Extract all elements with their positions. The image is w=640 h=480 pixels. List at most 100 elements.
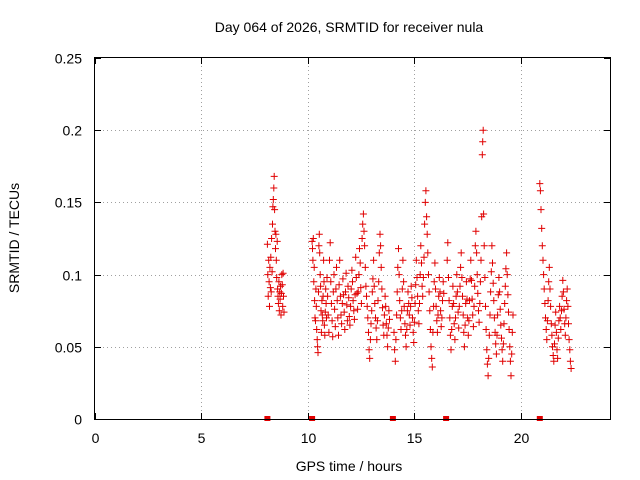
x-axis-label: GPS time / hours <box>296 458 403 474</box>
data-point <box>350 307 358 315</box>
data-point <box>508 328 516 336</box>
data-point <box>316 271 324 279</box>
y-axis-label: SRMTID / TECUs <box>6 183 22 293</box>
data-point <box>371 300 379 307</box>
data-point <box>328 317 336 325</box>
data-point <box>427 343 435 351</box>
data-point <box>334 314 342 322</box>
chart-title: Day 064 of 2026, SRMTID for receiver nul… <box>215 19 484 35</box>
data-point <box>405 311 413 319</box>
data-point <box>480 210 488 218</box>
data-point <box>479 126 487 134</box>
data-point <box>489 279 497 287</box>
data-point <box>271 206 279 214</box>
data-point <box>359 210 367 218</box>
data-point <box>333 297 341 305</box>
data-point <box>409 328 417 336</box>
data-point <box>271 227 279 235</box>
data-point <box>400 278 408 286</box>
data-point <box>542 326 550 333</box>
data-point <box>336 256 344 264</box>
data-point <box>353 289 361 297</box>
data-point <box>396 314 404 322</box>
data-point <box>498 334 505 342</box>
data-point <box>466 275 474 283</box>
data-point <box>402 331 409 339</box>
data-point <box>499 357 507 365</box>
data-point <box>374 297 382 305</box>
data-point <box>485 354 493 362</box>
data-point <box>500 320 508 328</box>
data-point <box>331 323 339 331</box>
data-point <box>420 253 428 261</box>
data-point <box>504 291 512 299</box>
data-point <box>370 282 378 290</box>
data-point <box>354 288 362 296</box>
data-point <box>354 305 362 313</box>
data-point <box>452 292 460 300</box>
data-point <box>311 297 319 305</box>
data-point <box>492 340 500 348</box>
data-point <box>540 271 548 279</box>
data-point <box>547 302 555 310</box>
x-tick-label: 5 <box>198 430 206 446</box>
data-point <box>367 320 375 328</box>
data-point <box>548 331 556 339</box>
data-point <box>275 278 283 286</box>
data-point <box>370 256 378 264</box>
data-point <box>363 292 370 300</box>
data-point <box>462 278 470 286</box>
data-point <box>357 300 365 307</box>
data-point <box>338 300 346 307</box>
data-point <box>356 245 363 253</box>
data-point <box>414 307 422 315</box>
data-point <box>561 331 569 339</box>
data-point <box>391 357 399 365</box>
data-point <box>361 263 369 271</box>
data-point <box>364 314 372 322</box>
data-point <box>454 308 462 316</box>
data-point <box>407 302 415 310</box>
data-point <box>566 357 574 365</box>
data-point <box>324 311 332 319</box>
data-point <box>487 268 495 276</box>
data-point <box>386 315 393 323</box>
data-point <box>418 259 425 267</box>
data-point <box>309 256 317 264</box>
data-point <box>467 256 475 264</box>
gap-marker <box>389 416 396 421</box>
data-point <box>323 274 331 281</box>
gap-marker <box>443 416 450 421</box>
data-point <box>349 278 356 286</box>
data-point <box>436 288 444 296</box>
data-point <box>381 292 389 300</box>
data-point <box>432 302 440 310</box>
data-point <box>382 302 390 310</box>
data-point <box>362 282 370 290</box>
data-point <box>552 308 560 316</box>
data-point <box>403 326 411 333</box>
data-point <box>360 227 368 235</box>
data-point <box>567 365 575 372</box>
data-point <box>391 346 399 354</box>
data-point <box>536 187 544 195</box>
data-point <box>272 245 279 253</box>
data-point <box>312 302 320 310</box>
data-point <box>269 203 277 211</box>
data-point <box>456 282 464 290</box>
data-point <box>394 263 402 271</box>
gap-marker <box>309 416 316 421</box>
data-point <box>486 311 494 319</box>
data-point <box>368 288 376 296</box>
data-point <box>457 263 465 271</box>
data-point <box>342 288 349 296</box>
data-point <box>464 331 472 339</box>
data-point <box>551 321 559 329</box>
data-point <box>376 230 384 238</box>
data-point <box>453 271 461 279</box>
data-point <box>468 276 475 284</box>
data-point <box>350 315 358 323</box>
data-point <box>479 138 487 146</box>
data-point <box>440 289 448 297</box>
data-point <box>509 311 517 319</box>
